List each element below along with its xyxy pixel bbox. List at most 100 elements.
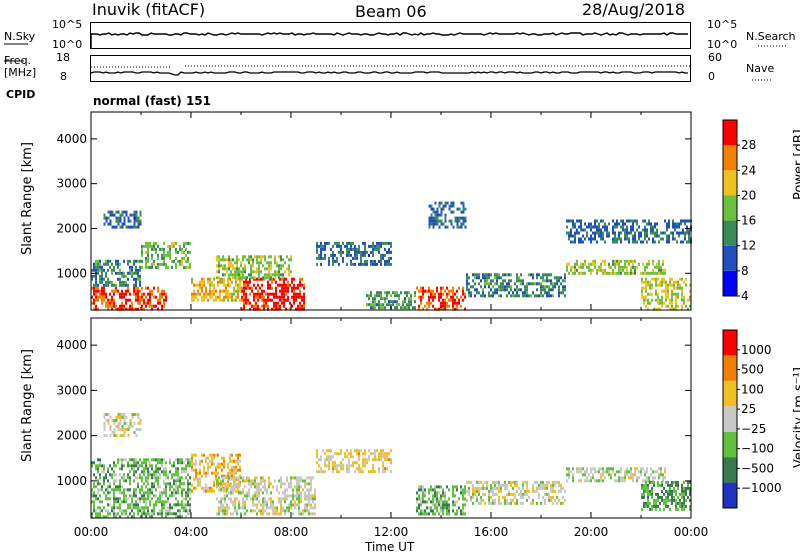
velocity-cell (131, 497, 133, 501)
power-cell (380, 256, 382, 260)
velocity-cell (195, 453, 197, 457)
power-cell (532, 282, 534, 286)
power-cell (667, 283, 669, 287)
power-cell (145, 265, 147, 269)
power-cell (237, 289, 239, 293)
velocity-cell (560, 489, 562, 493)
power-cell (97, 286, 99, 290)
power-cell (290, 255, 292, 259)
power-cell (233, 298, 235, 302)
velocity-cell (143, 506, 145, 510)
velocity-cell (286, 506, 288, 510)
velocity-cell (318, 470, 320, 474)
velocity-cell (131, 503, 133, 507)
power-cell (155, 304, 157, 308)
power-cell (153, 259, 155, 263)
power-cell (602, 225, 604, 229)
power-cell (651, 292, 653, 296)
power-cell (368, 294, 370, 298)
power-cell (303, 286, 305, 290)
velocity-cell (300, 494, 302, 498)
velocity-cell (430, 509, 432, 513)
velocity-cell (310, 476, 312, 480)
velocity-cell (215, 474, 217, 478)
power-cell (490, 282, 492, 286)
power-cell (358, 262, 360, 266)
velocity-cell (677, 483, 679, 487)
power-cell (111, 298, 113, 302)
velocity-cell (362, 461, 364, 465)
power-cell (129, 259, 131, 263)
power-cell (133, 286, 135, 290)
velocity-cell (129, 470, 131, 474)
velocity-cell (264, 479, 266, 483)
power-cell (689, 295, 691, 299)
velocity-cell (376, 458, 378, 462)
velocity-cell (284, 494, 286, 498)
power-cell (484, 294, 486, 298)
velocity-cell (362, 470, 364, 474)
velocity-cell (131, 509, 133, 513)
velocity-cell (161, 512, 163, 516)
power-cell (520, 288, 522, 292)
velocity-cell (304, 485, 306, 489)
velocity-cell (552, 495, 554, 499)
power-cell (241, 298, 243, 302)
velocity-cell (448, 506, 450, 510)
velocity-cell (376, 449, 378, 453)
power-cell (259, 292, 261, 296)
power-cell (243, 307, 245, 311)
power-cell (203, 292, 205, 296)
velocity-cell (544, 492, 546, 496)
velocity-cell (661, 489, 663, 493)
power-cell (205, 286, 207, 290)
power-cell (674, 225, 676, 229)
velocity-cell (113, 422, 116, 425)
power-cell (684, 219, 686, 223)
velocity-cell (657, 492, 659, 496)
power-cell (540, 276, 542, 280)
power-cell (243, 292, 245, 296)
power-cell (119, 271, 121, 275)
velocity-cell (232, 500, 234, 504)
velocity-cell (334, 467, 336, 471)
power-cell (218, 264, 220, 268)
power-cell (502, 285, 504, 289)
velocity-cell (115, 434, 118, 437)
power-cell (350, 241, 352, 245)
power-cell (608, 265, 610, 269)
velocity-cell (139, 473, 141, 477)
power-cell (660, 265, 662, 269)
power-cell (233, 289, 235, 293)
velocity-cell (536, 501, 538, 505)
power-cell (225, 295, 227, 299)
power-cell (99, 268, 101, 272)
power-cell (552, 282, 554, 286)
power-cell (372, 306, 374, 310)
power-cell (258, 267, 260, 271)
power-cell (260, 258, 262, 262)
velocity-cell (516, 489, 518, 493)
velocity-cell (215, 477, 217, 481)
power-cell (139, 280, 141, 284)
velocity-cell (386, 458, 388, 462)
power-cell (671, 295, 673, 299)
velocity-cell (119, 419, 122, 422)
power-cell (386, 291, 388, 295)
power-cell (275, 292, 277, 296)
velocity-cell (671, 489, 673, 493)
power-cell (638, 262, 640, 266)
power-colorbar-frame (722, 119, 738, 297)
velocity-cell (209, 489, 211, 493)
velocity-cell (620, 479, 622, 483)
velocity-cell (480, 498, 482, 502)
power-cell (268, 264, 270, 268)
power-cell (651, 277, 653, 281)
velocity-cell (622, 476, 624, 480)
velocity-cell (133, 515, 135, 519)
velocity-cell (256, 485, 258, 489)
velocity-cell (634, 473, 636, 477)
velocity-cell (368, 455, 370, 459)
velocity-cell (187, 482, 189, 486)
power-cell (297, 304, 299, 308)
